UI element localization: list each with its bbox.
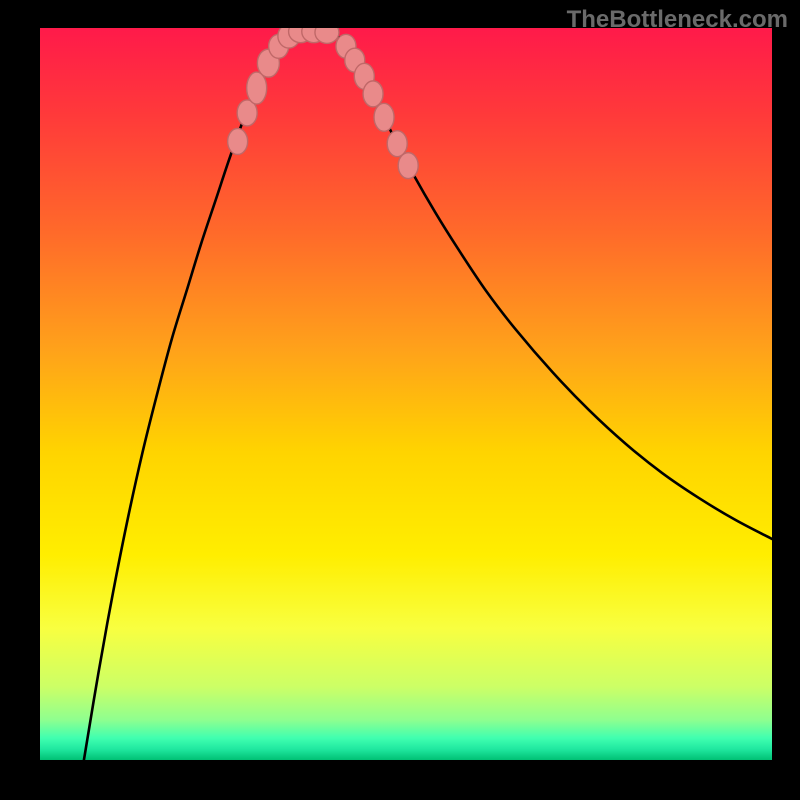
bottleneck-curve-right bbox=[329, 31, 772, 539]
marker-right-6 bbox=[398, 153, 418, 179]
marker-left-2 bbox=[247, 72, 267, 104]
marker-left-8 bbox=[315, 21, 339, 43]
curve-layer bbox=[0, 0, 800, 800]
bottleneck-curve-left bbox=[84, 31, 296, 760]
marker-right-5 bbox=[387, 131, 407, 157]
marker-right-4 bbox=[374, 103, 394, 131]
chart-frame: TheBottleneck.com bbox=[0, 0, 800, 800]
marker-left-0 bbox=[228, 128, 248, 154]
marker-right-3 bbox=[363, 81, 383, 107]
watermark-text: TheBottleneck.com bbox=[567, 6, 788, 34]
